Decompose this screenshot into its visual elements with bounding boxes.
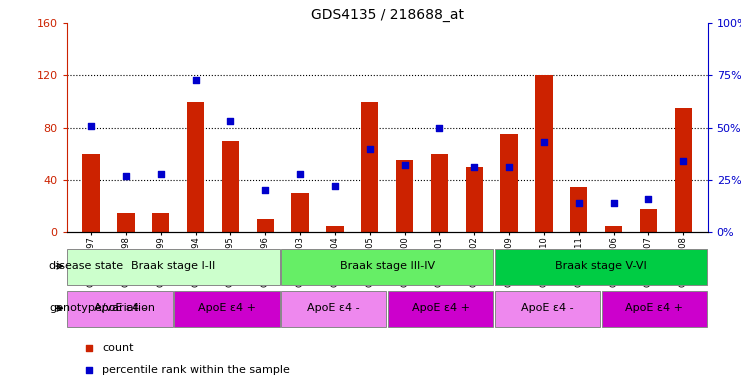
Bar (602, 291, 707, 327)
Point (433, 124, 445, 131)
Bar (570, 187, 588, 232)
Bar (326, 226, 344, 232)
Bar (495, 249, 707, 285)
Bar (639, 209, 657, 232)
Point (259, 187, 271, 194)
Bar (361, 101, 379, 232)
Bar (67, 291, 173, 327)
Point (503, 164, 515, 170)
Bar (388, 291, 494, 327)
Point (294, 170, 306, 177)
Bar (281, 291, 387, 327)
Point (364, 146, 376, 152)
Point (120, 173, 132, 179)
Point (538, 139, 550, 146)
Text: ApoE ε4 -: ApoE ε4 - (308, 303, 360, 313)
Text: count: count (102, 343, 133, 353)
Text: ApoE ε4 +: ApoE ε4 + (411, 303, 470, 313)
Point (677, 158, 689, 164)
Point (585, 229, 597, 235)
Point (642, 196, 654, 202)
Bar (82, 154, 100, 232)
Point (573, 200, 585, 206)
Text: Braak stage V-VI: Braak stage V-VI (555, 261, 647, 271)
Point (399, 162, 411, 169)
Bar (256, 219, 274, 232)
Bar (187, 101, 205, 232)
Bar (431, 154, 448, 232)
Bar (67, 249, 279, 285)
Point (468, 164, 480, 170)
Bar (535, 75, 553, 232)
Bar (174, 291, 279, 327)
Point (155, 170, 167, 177)
Text: ApoE ε4 +: ApoE ε4 + (625, 303, 683, 313)
Point (225, 118, 236, 124)
Bar (495, 291, 600, 327)
Text: ApoE ε4 +: ApoE ε4 + (198, 303, 256, 313)
Bar (674, 108, 692, 232)
Bar (281, 249, 494, 285)
Bar (291, 193, 309, 232)
Point (329, 183, 341, 189)
Bar (152, 213, 170, 232)
Text: genotype/variation: genotype/variation (49, 303, 155, 313)
Point (608, 200, 619, 206)
Bar (117, 213, 135, 232)
Text: disease state: disease state (49, 261, 123, 271)
Text: Braak stage I-II: Braak stage I-II (131, 261, 216, 271)
Bar (222, 141, 239, 232)
Text: ApoE ε4 -: ApoE ε4 - (94, 303, 147, 313)
Point (85, 122, 97, 129)
Bar (605, 226, 622, 232)
Bar (396, 161, 413, 232)
Text: percentile rank within the sample: percentile rank within the sample (102, 365, 290, 375)
Text: Braak stage III-IV: Braak stage III-IV (339, 261, 435, 271)
Bar (465, 167, 483, 232)
Title: GDS4135 / 218688_at: GDS4135 / 218688_at (310, 8, 464, 22)
Point (190, 76, 202, 83)
Bar (500, 134, 518, 232)
Text: ApoE ε4 -: ApoE ε4 - (521, 303, 574, 313)
Point (585, 29, 597, 35)
